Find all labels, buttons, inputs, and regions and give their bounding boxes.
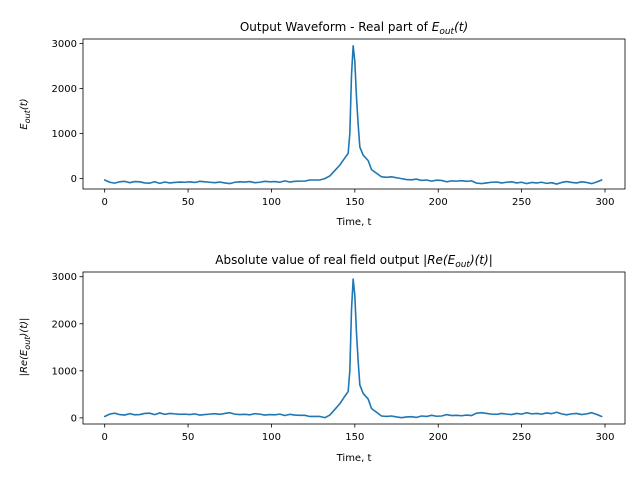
top-series-line <box>103 44 603 185</box>
bottom-x-axis-label: Time, t <box>336 453 372 464</box>
top-x-axis-label: Time, t <box>336 217 372 228</box>
bottom-y-tick-label: 3000 <box>52 272 77 283</box>
top-x-ticks: 0 50 100 150 200 250 300 <box>101 189 615 208</box>
top-subplot: Output Waveform - Real part of Eout(t) 0… <box>19 20 626 228</box>
bottom-series-line <box>103 278 603 419</box>
bottom-y-ticks: 0 1000 2000 3000 <box>52 272 83 424</box>
top-x-tick-label: 100 <box>262 197 281 208</box>
bottom-axes-frame <box>82 271 626 425</box>
bottom-x-tick-label: 50 <box>182 432 195 443</box>
bottom-subplot: Absolute value of real field output |Re(… <box>19 253 626 464</box>
bottom-x-ticks: 0 50 100 150 200 250 300 <box>101 424 615 443</box>
bottom-y-tick-label: 0 <box>71 413 77 424</box>
top-y-tick-label: 2000 <box>52 84 77 95</box>
bottom-x-tick-label: 200 <box>429 432 448 443</box>
top-y-axis-label: Eout(t) <box>19 98 32 129</box>
top-title: Output Waveform - Real part of Eout(t) <box>240 20 468 37</box>
top-x-tick-label: 250 <box>512 197 531 208</box>
bottom-x-tick-label: 0 <box>101 432 107 443</box>
bottom-x-tick-label: 150 <box>345 432 364 443</box>
bottom-x-tick-label: 250 <box>512 432 531 443</box>
top-x-tick-label: 0 <box>101 197 107 208</box>
bottom-y-tick-label: 2000 <box>52 319 77 330</box>
top-x-tick-label: 300 <box>595 197 614 208</box>
bottom-x-tick-label: 300 <box>595 432 614 443</box>
top-axes-frame <box>82 38 626 190</box>
top-y-tick-label: 0 <box>71 174 77 185</box>
top-x-tick-label: 150 <box>345 197 364 208</box>
bottom-y-axis-label: |Re(Eout)(t)| <box>19 318 32 377</box>
bottom-x-tick-label: 100 <box>262 432 281 443</box>
bottom-y-tick-label: 1000 <box>52 366 77 377</box>
top-y-ticks: 0 1000 2000 3000 <box>52 39 83 185</box>
top-x-tick-label: 50 <box>182 197 195 208</box>
top-y-tick-label: 1000 <box>52 129 77 140</box>
bottom-title: Absolute value of real field output |Re(… <box>215 253 492 270</box>
top-y-tick-label: 3000 <box>52 39 77 50</box>
top-x-tick-label: 200 <box>429 197 448 208</box>
